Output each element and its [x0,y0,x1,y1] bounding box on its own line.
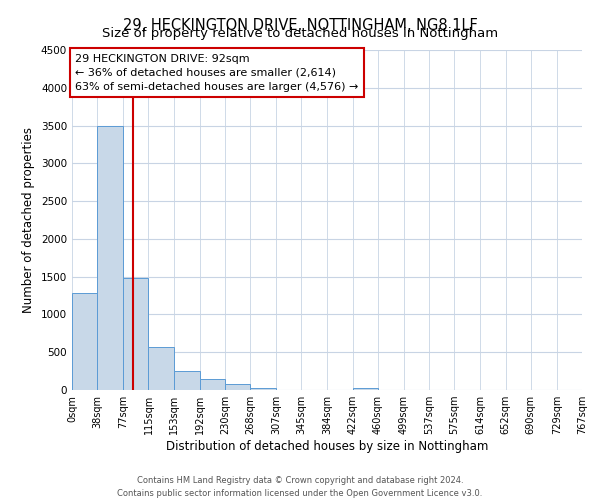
Bar [97,126,123,390]
Text: 29 HECKINGTON DRIVE: 92sqm
← 36% of detached houses are smaller (2,614)
63% of s: 29 HECKINGTON DRIVE: 92sqm ← 36% of deta… [76,54,359,92]
Text: 29, HECKINGTON DRIVE, NOTTINGHAM, NG8 1LF: 29, HECKINGTON DRIVE, NOTTINGHAM, NG8 1L… [122,18,478,32]
Bar [250,388,276,390]
Bar [353,388,378,390]
Bar [123,278,148,390]
Text: Contains HM Land Registry data © Crown copyright and database right 2024.
Contai: Contains HM Land Registry data © Crown c… [118,476,482,498]
Bar [225,384,250,390]
Bar [148,346,174,390]
Text: Size of property relative to detached houses in Nottingham: Size of property relative to detached ho… [102,28,498,40]
Bar [72,294,97,390]
Y-axis label: Number of detached properties: Number of detached properties [22,127,35,313]
Bar [200,380,225,390]
X-axis label: Distribution of detached houses by size in Nottingham: Distribution of detached houses by size … [166,440,488,453]
Bar [174,372,200,390]
